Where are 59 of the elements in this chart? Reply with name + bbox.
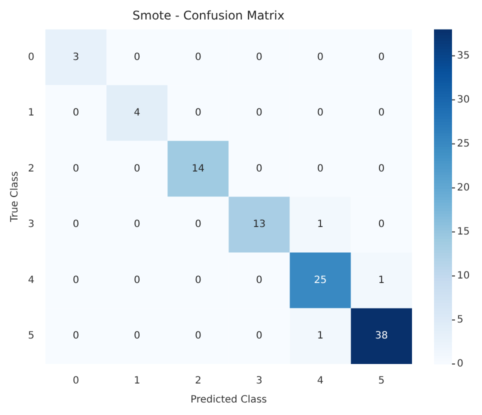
- data-label: 0: [72, 330, 80, 342]
- color-bar-label: 30: [457, 94, 470, 106]
- data-label: 0: [72, 108, 80, 119]
- x-tick-label: 3: [256, 376, 262, 387]
- data-label: 1: [317, 330, 324, 342]
- y-axis-title: True Class: [10, 171, 21, 224]
- data-label: 25: [314, 274, 327, 286]
- data-label: 0: [194, 52, 202, 63]
- data-label: 38: [375, 330, 388, 342]
- y-tick-label: 3: [28, 219, 34, 230]
- y-tick-label: 1: [28, 108, 34, 119]
- data-label: 0: [256, 163, 262, 174]
- data-label: 4: [134, 108, 140, 119]
- data-label: 0: [72, 219, 80, 230]
- data-label: 0: [72, 163, 80, 174]
- data-label: 0: [72, 274, 80, 286]
- data-label: 1: [378, 274, 385, 286]
- y-tick-label: 4: [28, 274, 34, 286]
- color-bar-label: 15: [457, 226, 470, 238]
- data-label: 0: [378, 163, 385, 174]
- color-bar-label: 10: [457, 270, 470, 282]
- data-label: 1: [317, 219, 324, 230]
- y-tick-label: 5: [28, 330, 34, 342]
- color-bar-label: 5: [457, 314, 464, 326]
- data-label: 0: [378, 108, 385, 119]
- x-tick-label: 4: [317, 376, 324, 387]
- color-bar-label: 25: [457, 138, 470, 150]
- data-label: 14: [192, 163, 204, 174]
- data-label: 0: [256, 108, 262, 119]
- chart-title: Smote - Confusion Matrix: [132, 8, 284, 22]
- data-label: 0: [317, 108, 324, 119]
- data-label: 0: [378, 219, 385, 230]
- data-label: 0: [194, 274, 202, 286]
- data-label: 0: [256, 274, 262, 286]
- color-bar-label: 0: [457, 358, 464, 370]
- data-label: 0: [378, 52, 385, 63]
- data-label: 0: [317, 163, 324, 174]
- data-label: 0: [134, 219, 140, 230]
- data-label: 3: [72, 52, 80, 63]
- data-label: 0: [194, 219, 202, 230]
- x-tick-label: 0: [72, 376, 80, 387]
- data-label: 0: [317, 52, 324, 63]
- data-label: 0: [194, 108, 202, 119]
- data-label: 0: [194, 330, 202, 342]
- data-label: 0: [256, 330, 262, 342]
- data-label: 0: [134, 163, 140, 174]
- color-bar-label: 20: [457, 182, 470, 194]
- y-tick-label: 2: [28, 163, 34, 174]
- data-label: 0: [134, 274, 140, 286]
- y-tick-label: 0: [28, 52, 34, 63]
- x-tick-label: 5: [378, 376, 385, 387]
- x-tick-label: 1: [134, 376, 140, 387]
- data-label: 0: [134, 330, 140, 342]
- x-tick-label: 2: [194, 376, 202, 387]
- x-axis-title: Predicted Class: [190, 394, 267, 406]
- data-label: 0: [134, 52, 140, 63]
- data-label: 0: [256, 52, 262, 63]
- data-label: 13: [252, 219, 266, 230]
- color-bar-label: 35: [457, 50, 470, 62]
